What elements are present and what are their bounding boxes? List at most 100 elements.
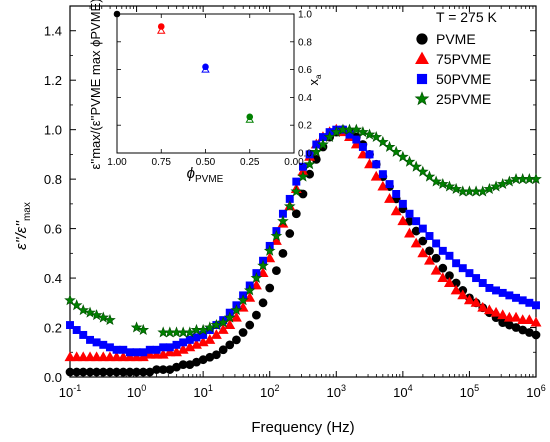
- inset-y-axis-title: ε''max/(ε''PVME max ϕPVME): [88, 0, 103, 170]
- data-point: [483, 304, 495, 315]
- data-point: [531, 330, 541, 340]
- y-axis-title-sub: max: [22, 202, 33, 221]
- data-point: [270, 235, 282, 245]
- data-point: [210, 318, 223, 331]
- data-point: [185, 335, 194, 344]
- data-point: [365, 150, 374, 159]
- data-point: [79, 330, 88, 339]
- x-tick-label: 106: [526, 383, 545, 400]
- series-pvme: [65, 125, 541, 377]
- legend-label: PVME: [436, 31, 476, 47]
- data-point: [405, 209, 414, 218]
- data-point: [383, 140, 396, 152]
- x-axis-title: Frequency (Hz): [251, 419, 354, 436]
- data-point: [91, 351, 103, 362]
- data-point: [357, 148, 369, 159]
- inset-x-axis-title: ϕPVME: [187, 165, 224, 185]
- data-point: [258, 298, 268, 308]
- data-point: [397, 150, 409, 162]
- data-point: [423, 170, 436, 182]
- data-point: [292, 177, 301, 186]
- data-point: [512, 293, 520, 302]
- data-point: [218, 345, 228, 355]
- x-tick-label: 104: [393, 383, 412, 400]
- y-axis-title-main: ε''/ε'': [13, 220, 30, 250]
- data-point: [192, 333, 201, 342]
- data-point: [438, 263, 448, 273]
- inset-x-axis-title-main: ϕ: [187, 165, 195, 182]
- data-point: [272, 266, 281, 276]
- legend-label: 25PVME: [436, 91, 491, 107]
- x-tick-label: 103: [327, 383, 346, 400]
- data-point: [245, 320, 255, 330]
- data-point: [225, 340, 235, 350]
- main-series: [64, 123, 542, 377]
- data-point: [417, 247, 429, 258]
- data-point: [71, 351, 83, 362]
- data-point: [517, 314, 529, 325]
- inset-right-tick-label: 0.8: [298, 37, 312, 48]
- inset-right-axis-title-sub: a: [314, 74, 323, 79]
- data-point: [264, 252, 276, 263]
- data-point: [297, 170, 309, 182]
- data-point: [105, 343, 114, 352]
- data-point: [385, 180, 394, 189]
- data-point: [530, 316, 542, 327]
- inset-right-tick-label: 0.2: [298, 121, 312, 132]
- data-point: [478, 279, 487, 287]
- data-point: [436, 177, 449, 190]
- data-point: [119, 345, 128, 354]
- legend-marker: [416, 73, 428, 85]
- data-point: [152, 345, 161, 354]
- data-point: [204, 334, 216, 344]
- data-point: [525, 298, 534, 307]
- data-point: [390, 145, 402, 157]
- data-point: [77, 304, 90, 316]
- y-tick-label: 1.0: [44, 123, 62, 138]
- legend-marker: [415, 51, 429, 65]
- data-point: [164, 346, 176, 357]
- data-point: [66, 321, 74, 330]
- data-point: [290, 185, 303, 197]
- data-point: [145, 345, 154, 354]
- data-point: [277, 215, 289, 227]
- svg-text:ε''/ε''max: ε''/ε''max: [13, 202, 33, 250]
- data-point: [425, 232, 434, 240]
- inset-x-tick-label: 0.00: [284, 157, 304, 168]
- data-point: [404, 227, 415, 238]
- data-point: [131, 351, 143, 362]
- temperature-annotation: T = 275 K: [436, 9, 498, 25]
- data-point: [425, 246, 434, 256]
- inset-x-tick-label: 1.00: [107, 157, 127, 168]
- data-point: [303, 158, 316, 170]
- data-point: [465, 269, 474, 278]
- data-point: [230, 304, 243, 316]
- data-point: [204, 321, 216, 333]
- data-point: [250, 271, 263, 284]
- data-point: [210, 329, 222, 339]
- data-point: [410, 237, 422, 248]
- data-point: [503, 175, 516, 187]
- data-point: [211, 350, 221, 360]
- data-point: [97, 351, 109, 362]
- data-point: [299, 162, 307, 171]
- data-point: [398, 199, 407, 208]
- data-point: [370, 130, 383, 143]
- data-point: [358, 143, 367, 151]
- data-point: [352, 135, 361, 144]
- data-point: [443, 180, 456, 192]
- data-point: [310, 145, 323, 157]
- y-tick-label: 1.4: [44, 24, 62, 39]
- y-tick-label: 1.2: [44, 73, 62, 88]
- data-point: [431, 253, 441, 263]
- data-point: [470, 296, 482, 307]
- data-point: [370, 170, 382, 181]
- data-point: [265, 283, 275, 293]
- data-point: [523, 314, 535, 325]
- data-point: [477, 301, 489, 312]
- data-point: [64, 294, 76, 306]
- inset-right-tick-label: 0.6: [298, 65, 312, 76]
- data-point: [104, 314, 116, 326]
- data-point: [530, 173, 542, 185]
- data-point: [77, 351, 89, 362]
